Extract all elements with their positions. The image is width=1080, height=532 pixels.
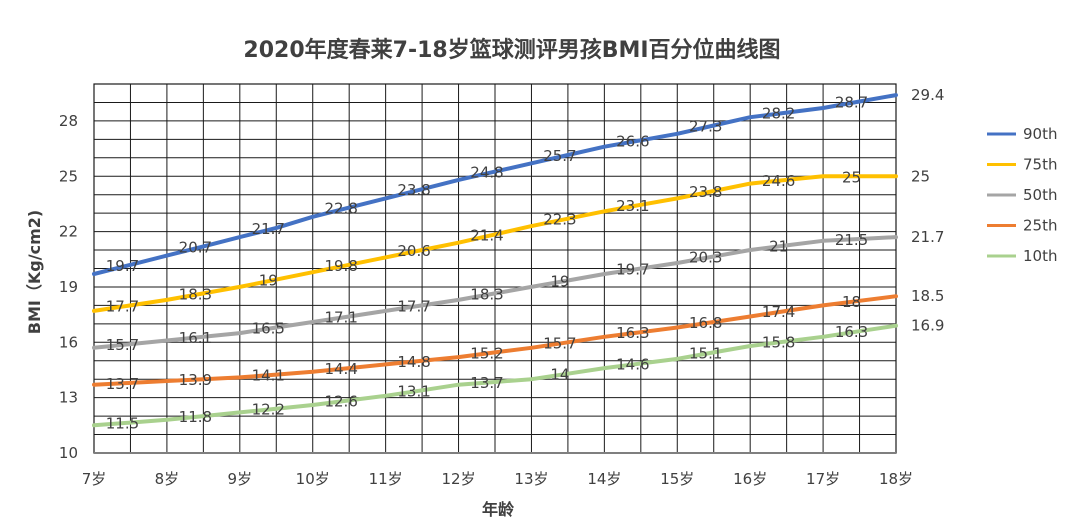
data-label-75th: 25 bbox=[842, 168, 861, 186]
data-label-25th: 15.7 bbox=[543, 334, 576, 352]
data-label-25th: 14.1 bbox=[252, 367, 285, 385]
data-label-75th: 18.3 bbox=[179, 285, 212, 303]
end-label-10th: 16.9 bbox=[911, 317, 944, 335]
data-label-90th: 24.8 bbox=[470, 164, 503, 182]
data-label-75th: 17.7 bbox=[106, 297, 139, 315]
data-label-10th: 13.7 bbox=[470, 374, 503, 392]
y-axis-title: BMI（Kg/cm2) bbox=[25, 210, 44, 334]
data-label-50th: 19 bbox=[550, 272, 569, 290]
data-label-75th: 20.6 bbox=[397, 242, 430, 260]
y-tick-label: 28 bbox=[59, 112, 78, 130]
data-label-25th: 14.8 bbox=[397, 353, 430, 371]
x-tick-label: 16岁 bbox=[733, 470, 767, 488]
y-tick-label: 13 bbox=[59, 389, 78, 407]
data-label-25th: 17.4 bbox=[762, 303, 795, 321]
data-label-50th: 16.5 bbox=[252, 320, 285, 338]
data-label-50th: 19.7 bbox=[616, 261, 649, 279]
data-label-10th: 16.3 bbox=[835, 323, 868, 341]
y-tick-label: 22 bbox=[59, 223, 78, 241]
x-tick-label: 15岁 bbox=[660, 470, 694, 488]
end-label-50th: 21.7 bbox=[911, 228, 944, 246]
data-label-25th: 13.7 bbox=[106, 375, 139, 393]
data-label-10th: 15.1 bbox=[689, 344, 722, 362]
data-label-90th: 25.7 bbox=[543, 147, 576, 165]
data-label-75th: 23.8 bbox=[689, 183, 722, 201]
grid bbox=[93, 83, 897, 454]
data-label-90th: 20.7 bbox=[179, 238, 212, 256]
x-axis-title: 年龄 bbox=[482, 500, 515, 519]
series-lines bbox=[92, 93, 898, 428]
data-label-90th: 21.7 bbox=[252, 220, 285, 238]
data-label-90th: 27.3 bbox=[689, 118, 722, 136]
data-label-10th: 12.6 bbox=[324, 392, 357, 410]
data-label-50th: 21.5 bbox=[835, 231, 868, 249]
data-label-10th: 11.5 bbox=[106, 415, 139, 433]
data-label-90th: 19.7 bbox=[106, 257, 139, 275]
data-label-10th: 13.1 bbox=[397, 382, 430, 400]
series-line-50th bbox=[92, 235, 898, 350]
data-label-90th: 28.7 bbox=[835, 94, 868, 112]
chart-title: 2020年度春莱7-18岁篮球测评男孩BMI百分位曲线图 bbox=[243, 37, 780, 63]
data-label-25th: 16.3 bbox=[616, 324, 649, 342]
y-tick-label: 19 bbox=[59, 278, 78, 296]
x-tick-label: 12岁 bbox=[441, 470, 475, 488]
end-label-75th: 25 bbox=[911, 167, 930, 185]
data-label-75th: 24.6 bbox=[762, 172, 795, 190]
legend-label-10th: 10th bbox=[1023, 247, 1057, 265]
x-tick-label: 7岁 bbox=[82, 470, 107, 488]
end-label-25th: 18.5 bbox=[911, 287, 944, 305]
data-label-50th: 17.7 bbox=[397, 297, 430, 315]
data-label-90th: 22.8 bbox=[324, 200, 357, 218]
data-label-25th: 18 bbox=[842, 293, 861, 311]
legend: 90th 75th 50th 25th 10th bbox=[987, 125, 1057, 265]
data-label-90th: 26.6 bbox=[616, 132, 649, 150]
data-label-50th: 16.1 bbox=[179, 329, 212, 347]
legend-label-75th: 75th bbox=[1023, 156, 1057, 174]
data-labels: 19.7 20.7 21.7 22.8 23.8 24.8 25.7 26.6 27.3 28.2… bbox=[106, 86, 945, 432]
series-line-75th bbox=[92, 174, 898, 313]
data-label-25th: 14.4 bbox=[324, 360, 357, 378]
series-line-25th bbox=[92, 294, 898, 387]
data-label-50th: 21 bbox=[769, 237, 788, 255]
data-label-10th: 14 bbox=[550, 366, 569, 384]
data-label-50th: 20.3 bbox=[689, 249, 722, 267]
y-tick-label: 10 bbox=[59, 444, 78, 462]
data-label-75th: 22.3 bbox=[543, 211, 576, 229]
data-label-25th: 15.2 bbox=[470, 344, 503, 362]
series-line-10th bbox=[92, 323, 898, 428]
x-tick-label: 11岁 bbox=[369, 470, 403, 488]
data-label-25th: 16.8 bbox=[689, 314, 722, 332]
data-label-10th: 11.8 bbox=[179, 408, 212, 426]
data-label-10th: 14.6 bbox=[616, 356, 649, 374]
x-tick-label: 18岁 bbox=[879, 470, 913, 488]
data-label-25th: 13.9 bbox=[179, 371, 212, 389]
data-label-50th: 18.3 bbox=[470, 285, 503, 303]
data-label-10th: 15.8 bbox=[762, 333, 795, 351]
y-tick-label: 16 bbox=[59, 333, 78, 351]
data-label-50th: 15.7 bbox=[106, 336, 139, 354]
data-label-75th: 19 bbox=[259, 272, 278, 290]
axes: 10 13 16 19 22 25 28 7岁 8岁 9岁 10岁 11岁 12岁 13岁 14岁 15岁 16… bbox=[59, 112, 913, 488]
data-label-75th: 21.4 bbox=[470, 226, 503, 244]
y-tick-label: 25 bbox=[59, 167, 78, 185]
data-label-90th: 28.2 bbox=[762, 105, 795, 123]
x-tick-label: 13岁 bbox=[514, 470, 548, 488]
x-tick-label: 9岁 bbox=[228, 470, 253, 488]
legend-label-25th: 25th bbox=[1023, 217, 1057, 235]
series-line-90th bbox=[92, 93, 898, 276]
data-label-10th: 12.2 bbox=[252, 401, 285, 419]
data-label-75th: 19.8 bbox=[324, 257, 357, 275]
data-label-75th: 23.1 bbox=[616, 197, 649, 215]
x-tick-label: 17岁 bbox=[806, 470, 840, 488]
x-tick-label: 14岁 bbox=[587, 470, 621, 488]
legend-label-50th: 50th bbox=[1023, 186, 1057, 204]
legend-label-90th: 90th bbox=[1023, 125, 1057, 143]
data-label-50th: 17.1 bbox=[324, 308, 357, 326]
x-tick-label: 8岁 bbox=[155, 470, 180, 488]
data-label-90th: 23.8 bbox=[397, 181, 430, 199]
x-tick-label: 10岁 bbox=[296, 470, 330, 488]
end-label-90th: 29.4 bbox=[911, 86, 944, 104]
